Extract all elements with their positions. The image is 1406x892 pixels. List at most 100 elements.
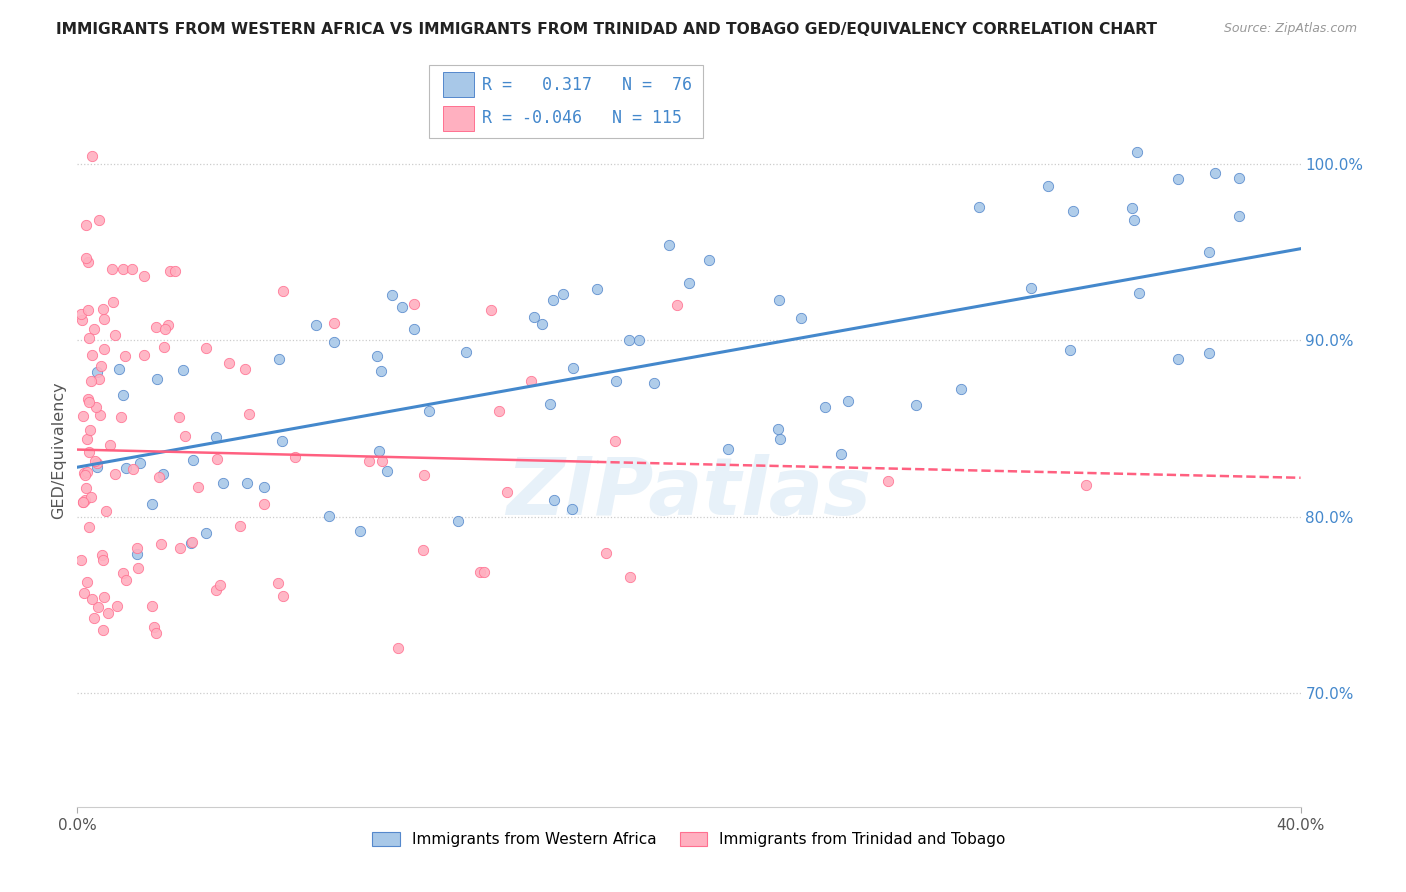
Point — [205, 429, 228, 443]
Point — [76, 432, 98, 446]
Point — [531, 317, 554, 331]
Point — [72, 409, 94, 424]
Point — [561, 502, 583, 516]
Text: R =   0.317   N =  76: R = 0.317 N = 76 — [482, 76, 692, 94]
Point — [152, 340, 174, 354]
Point — [79, 520, 101, 534]
Point — [404, 297, 426, 311]
Point — [80, 592, 103, 607]
Point — [454, 344, 477, 359]
Point — [305, 318, 328, 333]
Point — [323, 316, 346, 330]
Point — [115, 573, 138, 587]
Point — [77, 395, 100, 409]
Text: Source: ZipAtlas.com: Source: ZipAtlas.com — [1223, 22, 1357, 36]
Point — [267, 351, 290, 366]
Point — [368, 444, 391, 458]
Point — [79, 423, 101, 437]
Point — [122, 462, 145, 476]
Point — [284, 450, 307, 464]
Point — [105, 599, 128, 613]
Point — [387, 640, 409, 655]
Point — [97, 607, 120, 621]
Point — [1128, 285, 1150, 300]
Point — [233, 362, 256, 376]
Point — [91, 623, 114, 637]
Point — [218, 356, 240, 370]
Point — [1198, 244, 1220, 259]
Point — [94, 504, 117, 518]
Point — [145, 319, 167, 334]
Point — [1121, 201, 1143, 215]
Point — [1229, 209, 1251, 223]
Point — [205, 582, 228, 597]
Point — [180, 536, 202, 550]
Point — [236, 476, 259, 491]
Point — [111, 566, 134, 580]
Point — [267, 576, 290, 591]
Point — [70, 312, 93, 326]
Point — [125, 547, 148, 561]
Point — [127, 561, 149, 575]
Point — [211, 475, 233, 490]
Point — [790, 311, 813, 326]
Point — [87, 213, 110, 227]
Point — [1123, 213, 1146, 227]
Point — [658, 237, 681, 252]
Point — [359, 454, 381, 468]
Point — [80, 348, 103, 362]
Text: R = -0.046   N = 115: R = -0.046 N = 115 — [482, 110, 682, 128]
Point — [238, 407, 260, 421]
Point — [619, 569, 641, 583]
Point — [183, 453, 205, 467]
Point — [1059, 343, 1081, 357]
Point — [77, 331, 100, 345]
Point — [72, 495, 94, 509]
Point — [370, 454, 392, 468]
Point — [101, 294, 124, 309]
Point — [83, 322, 105, 336]
Point — [876, 475, 898, 489]
Point — [349, 524, 371, 538]
Point — [87, 372, 110, 386]
Point — [104, 467, 127, 482]
Point — [366, 349, 388, 363]
Point — [195, 525, 218, 540]
Point — [169, 541, 191, 555]
Point — [141, 497, 163, 511]
Point — [377, 464, 399, 478]
Point — [479, 303, 502, 318]
Point — [1167, 172, 1189, 186]
Point — [541, 293, 564, 307]
Point — [70, 553, 93, 567]
Point — [322, 334, 344, 349]
Point — [271, 590, 294, 604]
Point — [228, 519, 250, 533]
Point — [370, 364, 392, 378]
Point — [271, 284, 294, 298]
Point — [132, 348, 155, 362]
Point — [643, 376, 665, 391]
Point — [112, 261, 135, 276]
Point — [187, 480, 209, 494]
Point — [496, 484, 519, 499]
Point — [697, 253, 720, 268]
Point — [90, 549, 112, 563]
Point — [77, 303, 100, 318]
Point — [447, 514, 470, 528]
Point — [129, 456, 152, 470]
Point — [148, 469, 170, 483]
Point — [523, 310, 546, 324]
Point — [678, 277, 700, 291]
Point — [93, 311, 115, 326]
Point — [904, 398, 927, 412]
Point — [318, 508, 340, 523]
Point — [173, 429, 195, 443]
Point — [586, 282, 609, 296]
Point — [75, 252, 97, 266]
Point — [93, 590, 115, 604]
Point — [156, 318, 179, 332]
Point — [167, 409, 190, 424]
Point — [83, 453, 105, 467]
Point — [967, 200, 990, 214]
